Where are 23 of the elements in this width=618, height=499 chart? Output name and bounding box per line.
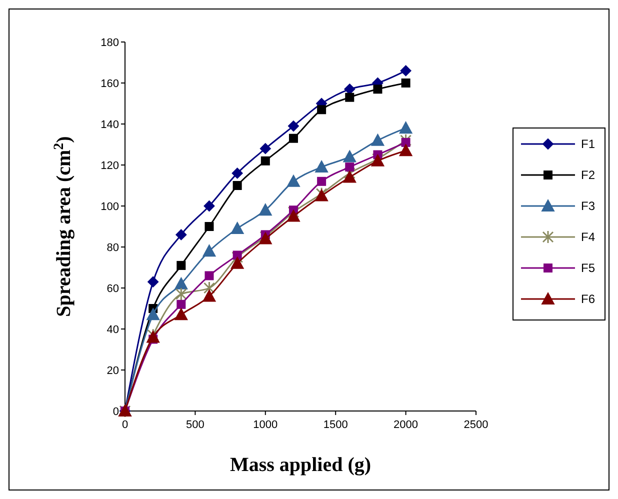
y-tick-label: 100 — [100, 200, 119, 213]
y-tick-label: 160 — [100, 78, 119, 90]
x-tick-label: 1000 — [253, 419, 278, 431]
y-tick-label: 120 — [100, 160, 119, 172]
x-tick-label: 0 — [122, 419, 128, 431]
x-tick-label: 2500 — [464, 419, 488, 431]
legend-label: F6 — [581, 292, 596, 306]
x-axis-title: Mass applied (g) — [230, 454, 372, 476]
y-tick-label: 140 — [100, 118, 119, 131]
legend-label: F1 — [581, 137, 596, 152]
y-tick-label: 20 — [106, 364, 119, 377]
legend-label: F2 — [581, 168, 596, 182]
x-tick-label: 1500 — [323, 419, 348, 431]
y-tick-label: 80 — [106, 242, 119, 254]
legend-label: F3 — [581, 199, 596, 214]
x-tick-label: 2000 — [394, 419, 418, 431]
y-tick-label: 0 — [112, 406, 119, 418]
legend-label: F4 — [581, 230, 596, 244]
y-tick-label: 40 — [106, 324, 119, 336]
y-tick-label: 60 — [106, 282, 119, 295]
x-tick-label: 500 — [186, 419, 204, 431]
y-tick-label: 180 — [100, 36, 119, 49]
legend-label: F5 — [581, 261, 596, 276]
